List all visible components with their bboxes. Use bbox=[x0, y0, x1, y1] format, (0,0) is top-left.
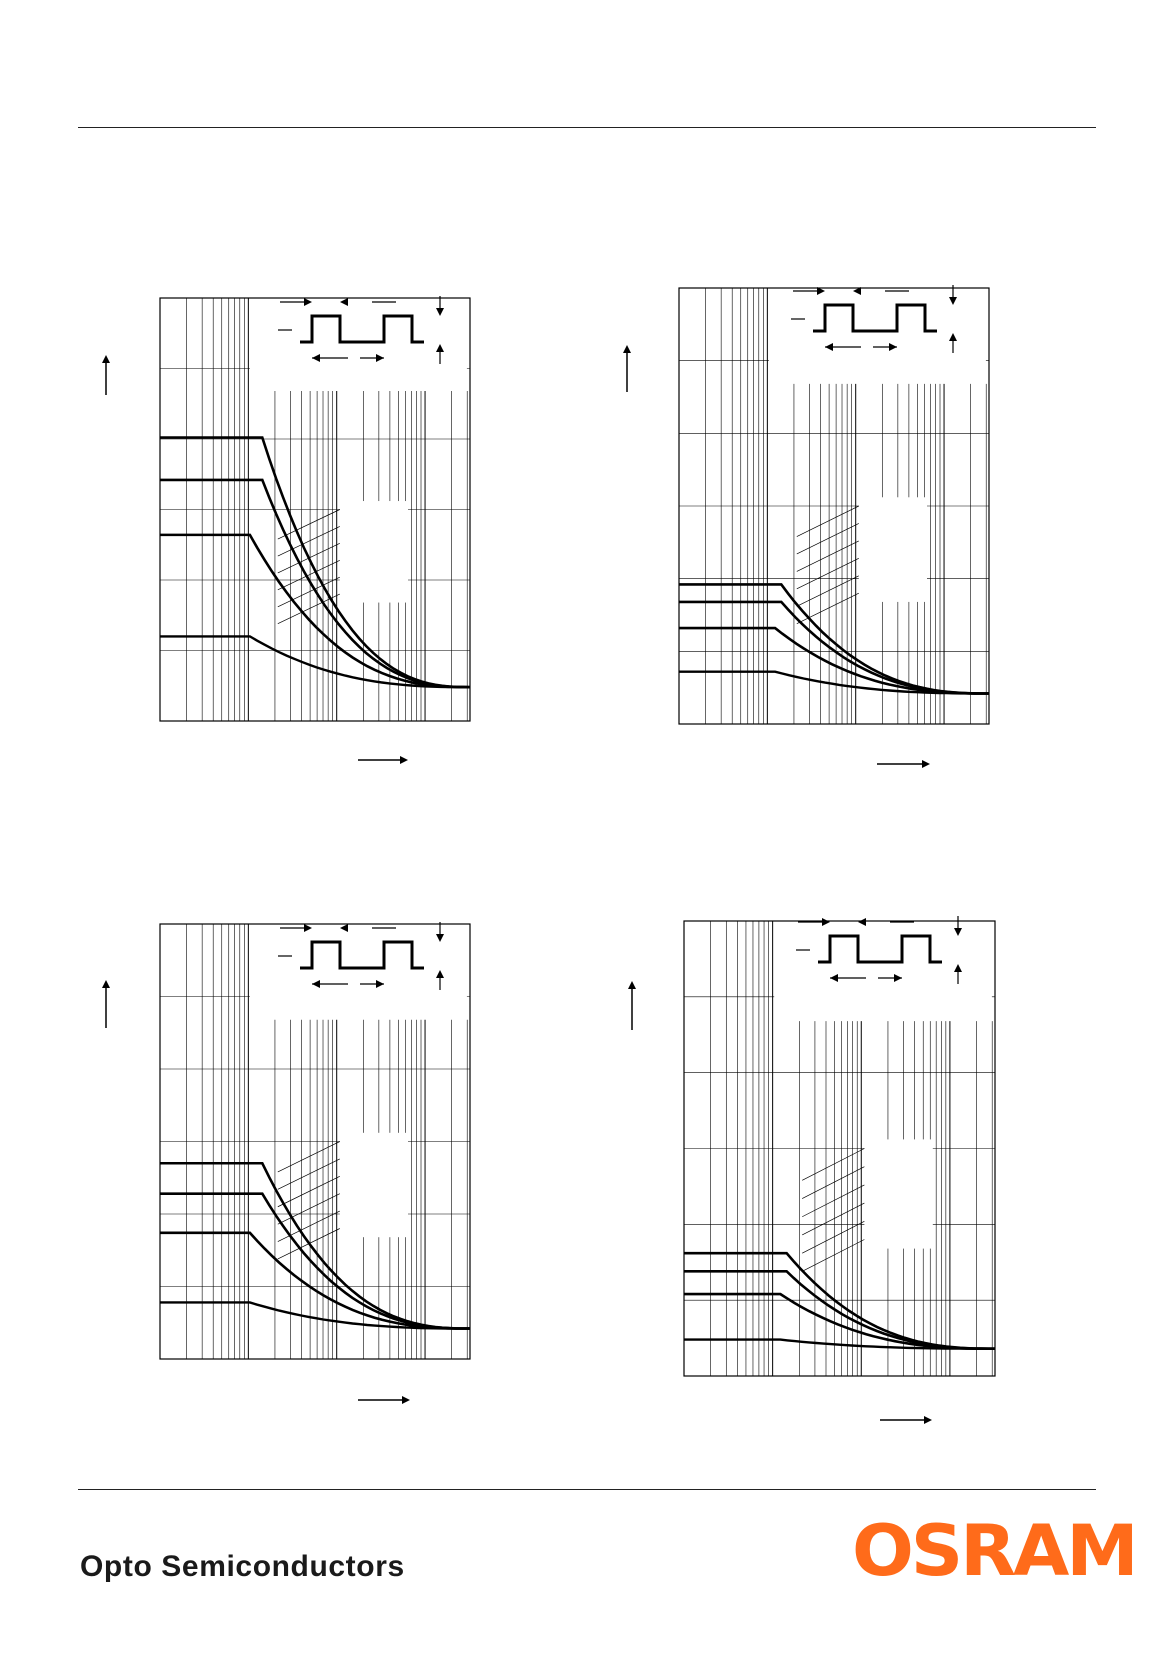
diagram-panel bbox=[628, 916, 996, 1424]
derating-curve bbox=[679, 600, 989, 695]
pulse-waveform-icon bbox=[278, 922, 444, 990]
legend-leader-line bbox=[277, 593, 340, 625]
legend-leader-line bbox=[802, 1148, 865, 1181]
legend-leader-line bbox=[277, 559, 340, 591]
inset-area bbox=[774, 923, 992, 1014]
legend-leader-line bbox=[277, 1228, 340, 1260]
legend-area bbox=[339, 1132, 408, 1238]
legend-leader-line bbox=[277, 526, 340, 557]
derating-curve bbox=[679, 670, 989, 695]
legend-leader-line bbox=[796, 575, 859, 607]
legend-leader-line bbox=[796, 540, 859, 572]
diagram-panel bbox=[102, 922, 471, 1404]
pulse-waveform-icon bbox=[791, 285, 957, 353]
diagram-panel bbox=[102, 296, 471, 764]
legend-leader-line bbox=[796, 558, 859, 590]
footer-division-label: Opto Semiconductors bbox=[80, 1550, 405, 1583]
derating-curve bbox=[160, 478, 471, 689]
derating-curve bbox=[160, 436, 471, 689]
derating-curve bbox=[160, 533, 471, 689]
derating-curve bbox=[160, 635, 470, 689]
legend-leader-line bbox=[277, 1193, 340, 1225]
inset-area bbox=[768, 290, 986, 378]
derating-curve bbox=[684, 1270, 995, 1350]
pulse-waveform-icon bbox=[796, 916, 962, 984]
legend-leader-line bbox=[802, 1202, 865, 1236]
legend-leader-line bbox=[796, 592, 859, 625]
legend-leader-line bbox=[802, 1184, 865, 1218]
legend-leader-line bbox=[796, 523, 859, 555]
derating-curve bbox=[684, 1338, 995, 1350]
legend-area bbox=[864, 1139, 933, 1249]
legend-leader-line bbox=[277, 1175, 340, 1208]
footer-rule bbox=[78, 1489, 1096, 1490]
diagram-panel bbox=[623, 285, 990, 768]
legend-leader-line bbox=[277, 543, 340, 574]
derating-curve bbox=[160, 1231, 470, 1330]
derating-curve bbox=[684, 1251, 995, 1350]
legend-leader-line bbox=[802, 1220, 865, 1254]
legend-area bbox=[858, 497, 927, 602]
legend-leader-line bbox=[796, 505, 859, 537]
legend-leader-line bbox=[277, 1141, 340, 1173]
legend-leader-line bbox=[277, 576, 340, 608]
pulse-waveform-icon bbox=[278, 296, 444, 364]
derating-curve bbox=[160, 1161, 470, 1330]
brand-logo: OSRAM bbox=[852, 1510, 1139, 1592]
legend-leader-line bbox=[277, 509, 340, 540]
legend-leader-line bbox=[802, 1239, 865, 1272]
legend-leader-line bbox=[802, 1166, 865, 1199]
legend-area bbox=[339, 501, 408, 603]
legend-leader-line bbox=[277, 1210, 340, 1242]
derating-curve bbox=[160, 1301, 470, 1330]
header-rule bbox=[78, 127, 1096, 128]
legend-leader-line bbox=[277, 1158, 340, 1190]
